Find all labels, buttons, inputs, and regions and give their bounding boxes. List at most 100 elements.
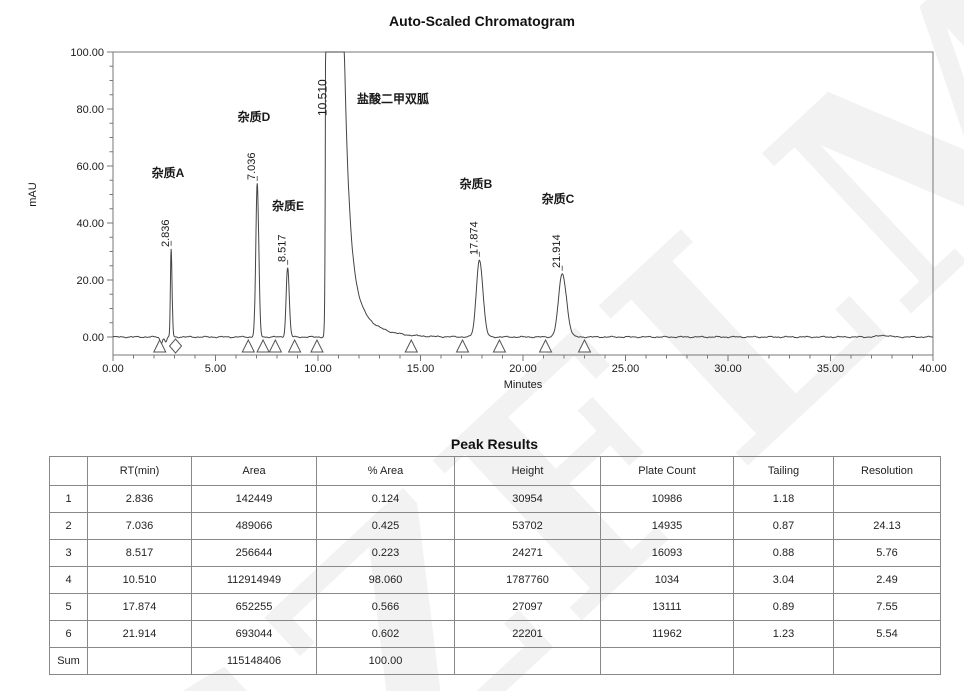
table-row: 4 10.510 112914949 98.060 1787760 1034 3.04 2.4…: [49, 566, 941, 594]
table-cell: 0.124: [316, 485, 455, 513]
column-header: Resolution: [833, 456, 941, 486]
peak-rt-label: 2.836: [160, 219, 172, 247]
table-cell: 16093: [600, 539, 734, 567]
table-cell: 2.836: [87, 485, 192, 513]
integration-triangle: [404, 338, 419, 353]
integration-triangle: [152, 338, 167, 353]
table-cell: [733, 647, 834, 675]
integration-triangle: [241, 338, 256, 353]
table-cell: 17.874: [87, 593, 192, 621]
table-cell: 100.00: [316, 647, 455, 675]
table-cell: 5: [49, 593, 88, 621]
table-cell: 0.566: [316, 593, 455, 621]
table-cell: 652255: [191, 593, 317, 621]
table-cell: 0.89: [733, 593, 834, 621]
peak-name-label: 杂质D: [238, 109, 271, 124]
table-cell: 1.23: [733, 620, 834, 648]
x-tick-label: 40.00: [919, 363, 947, 375]
peak-name-label: 盐酸二甲双胍: [357, 91, 429, 106]
peak-rt-label: 17.874: [468, 221, 480, 255]
x-tick-label: 20.00: [509, 363, 537, 375]
peak-rt-label: 10.510: [315, 79, 329, 116]
plot-border: [112, 51, 934, 356]
integration-triangle: [256, 338, 270, 353]
integration-triangle: [455, 338, 470, 353]
table-cell: 1787760: [454, 566, 601, 594]
x-tick-label: 35.00: [817, 363, 845, 375]
peak-rt-label: 8.517: [277, 234, 289, 262]
table-cell: 5.76: [833, 539, 941, 567]
integration-diamond: [168, 338, 183, 354]
table-cell: 6: [49, 620, 88, 648]
table-cell: 53702: [454, 512, 601, 540]
column-header: Area: [191, 456, 317, 486]
x-tick-label: 15.00: [407, 363, 435, 375]
table-row: Sum 115148406 100.00: [49, 647, 941, 675]
table-cell: 1034: [600, 566, 734, 594]
y-axis-label: mAU: [27, 182, 39, 207]
y-tick-label: 40.00: [76, 218, 104, 230]
x-tick-label: 5.00: [205, 363, 226, 375]
table-cell: 30954: [454, 485, 601, 513]
table-row: 6 21.914 693044 0.602 22201 11962 1.23 5.54: [49, 620, 941, 648]
y-tick-label: 20.00: [76, 275, 104, 287]
table-cell: 14935: [600, 512, 734, 540]
x-tick-label: 25.00: [612, 363, 640, 375]
table-cell: 21.914: [87, 620, 192, 648]
column-header: Height: [454, 456, 601, 486]
table-cell: 489066: [191, 512, 317, 540]
table-cell: 0.425: [316, 512, 455, 540]
table-cell: 115148406: [191, 647, 317, 675]
table-header-row: RT(min) Area% Area Height Plate Count Tailin…: [49, 456, 941, 486]
table-cell: 10.510: [87, 566, 192, 594]
table-cell: 112914949: [191, 566, 317, 594]
table-cell: 256644: [191, 539, 317, 567]
table-cell: 27097: [454, 593, 601, 621]
peak-name-label: 杂质E: [272, 198, 304, 213]
table-cell: [87, 647, 192, 675]
integration-triangle: [287, 338, 302, 353]
table-cell: 8.517: [87, 539, 192, 567]
table-cell: 7.036: [87, 512, 192, 540]
table-cell: 11962: [600, 620, 734, 648]
table-cell: 3: [49, 539, 88, 567]
table-cell: 1: [49, 485, 88, 513]
y-tick-label: 80.00: [76, 104, 104, 116]
peak-results-table: RT(min) Area% Area Height Plate Count Tailin…: [49, 456, 941, 675]
table-cell: [600, 647, 734, 675]
table-cell: 2: [49, 512, 88, 540]
table-row: 5 17.874 652255 0.566 27097 13111 0.89 7.55: [49, 593, 941, 621]
peak-name-label: 杂质C: [542, 191, 575, 206]
chromatogram-curve: [112, 51, 933, 345]
chromatogram-plot: 0.00 20.00 40.00 60.00 80.00 100.00 0.00 5.00 10…: [27, 47, 947, 391]
table-cell: 98.060: [316, 566, 455, 594]
table-row: 2 7.036 489066 0.425 53702 14935 0.87 24.13: [49, 512, 941, 540]
table-cell: 0.602: [316, 620, 455, 648]
column-header: % Area: [316, 456, 455, 486]
column-header: [49, 456, 88, 486]
table-cell: 1.18: [733, 485, 834, 513]
table-cell: 5.54: [833, 620, 941, 648]
y-tick-label: 60.00: [76, 161, 104, 173]
chart-title: Auto-Scaled Chromatogram: [389, 13, 575, 29]
integration-triangle: [268, 338, 283, 353]
table-cell: 10986: [600, 485, 734, 513]
integration-triangle: [538, 338, 553, 353]
table-cell: 0.87: [733, 512, 834, 540]
table-cell: [833, 485, 941, 513]
table-cell: 693044: [191, 620, 317, 648]
table-cell: 24.13: [833, 512, 941, 540]
table-cell: 13111: [600, 593, 734, 621]
table-cell: 24271: [454, 539, 601, 567]
table-cell: Sum: [49, 647, 88, 675]
column-header: Tailing: [733, 456, 834, 486]
peak-rt-label: 21.914: [551, 234, 563, 268]
peak-name-label: 杂质A: [152, 165, 185, 180]
table-cell: 142449: [191, 485, 317, 513]
integration-triangle: [310, 338, 324, 353]
table-cell: [454, 647, 601, 675]
table-cell: 22201: [454, 620, 601, 648]
x-axis-label: Minutes: [504, 379, 543, 391]
table-cell: 4: [49, 566, 88, 594]
